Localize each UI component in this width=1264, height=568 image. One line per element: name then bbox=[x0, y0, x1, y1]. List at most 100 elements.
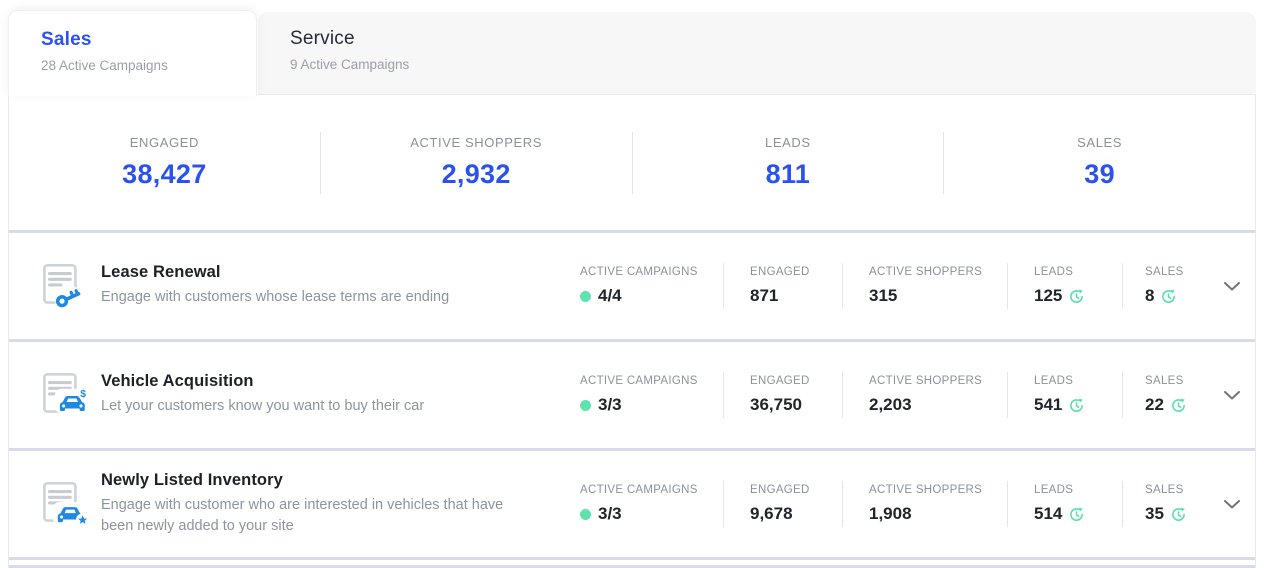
metric-divider bbox=[1122, 372, 1123, 418]
campaign-info: Lease Renewal Engage with customers whos… bbox=[101, 263, 533, 308]
metric-label: LEADS bbox=[1034, 266, 1074, 278]
update-icon bbox=[1070, 507, 1084, 521]
stat-divider bbox=[319, 131, 321, 194]
stat-divider bbox=[631, 131, 633, 194]
metric-label: ENGAGED bbox=[750, 266, 810, 278]
stat-leads-value: 811 bbox=[765, 159, 811, 189]
tab-sales[interactable]: Sales 28 Active Campaigns bbox=[8, 10, 257, 96]
section-separator bbox=[9, 230, 1255, 233]
metric-active-campaigns: ACTIVE CAMPAIGNS 4/4 bbox=[580, 266, 723, 306]
metric-divider bbox=[842, 481, 843, 527]
tab-service[interactable]: Service 9 Active Campaigns bbox=[258, 12, 1256, 95]
update-icon bbox=[1172, 507, 1185, 521]
metric-label: ENGAGED bbox=[750, 484, 810, 496]
update-icon bbox=[1070, 289, 1084, 303]
metric-value: 3/3 bbox=[598, 395, 622, 414]
metric-leads: LEADS 541 bbox=[1008, 375, 1122, 415]
metric-label: ACTIVE CAMPAIGNS bbox=[580, 375, 698, 387]
metric-label: ACTIVE SHOPPERS bbox=[869, 484, 983, 496]
metric-divider bbox=[842, 263, 843, 309]
metric-divider bbox=[723, 481, 724, 527]
row-separator bbox=[9, 448, 1255, 451]
metric-label: ACTIVE SHOPPERS bbox=[869, 266, 983, 278]
metric-sales: SALES 35 bbox=[1123, 484, 1209, 524]
active-status-dot bbox=[580, 508, 591, 520]
expand-chevron-icon[interactable] bbox=[1209, 499, 1255, 509]
metric-label: SALES bbox=[1145, 484, 1184, 496]
metric-leads: LEADS 514 bbox=[1008, 484, 1122, 524]
metric-active-shoppers: ACTIVE SHOPPERS 1,908 bbox=[843, 484, 1007, 524]
metric-divider bbox=[1007, 372, 1008, 418]
metric-value: 8 bbox=[1145, 286, 1155, 305]
tab-sales-label: Sales bbox=[41, 29, 92, 50]
metric-label: SALES bbox=[1145, 375, 1184, 387]
metric-active-campaigns: ACTIVE CAMPAIGNS 3/3 bbox=[580, 484, 723, 524]
metric-active-shoppers: ACTIVE SHOPPERS 315 bbox=[843, 266, 1007, 306]
svg-text:$: $ bbox=[80, 389, 86, 400]
campaign-info: Vehicle Acquisition Let your customers k… bbox=[101, 372, 533, 417]
metric-value: 871 bbox=[750, 286, 779, 305]
stat-sales: SALES 39 bbox=[944, 135, 1255, 190]
active-status-dot bbox=[580, 399, 591, 411]
stat-leads-label: LEADS bbox=[765, 135, 811, 150]
metric-divider bbox=[723, 372, 724, 418]
metric-value: 315 bbox=[869, 286, 898, 305]
campaign-metrics: ACTIVE CAMPAIGNS 3/3 ENGAGED 36,750 ACTI… bbox=[580, 372, 1209, 418]
stat-engaged: ENGAGED 38,427 bbox=[9, 135, 320, 190]
campaign-type-tabbar: Service 9 Active Campaigns Sales 28 Acti… bbox=[0, 0, 1264, 96]
metric-value: 1,908 bbox=[869, 504, 912, 523]
campaign-description: Let your customers know you want to buy … bbox=[101, 398, 425, 415]
metric-engaged: ENGAGED 871 bbox=[724, 266, 842, 306]
metric-value: 541 bbox=[1034, 395, 1063, 414]
metric-label: LEADS bbox=[1034, 484, 1074, 496]
campaign-row-lease-renewal[interactable]: Lease Renewal Engage with customers whos… bbox=[9, 233, 1255, 339]
metric-engaged: ENGAGED 9,678 bbox=[724, 484, 842, 524]
expand-chevron-icon[interactable] bbox=[1209, 281, 1255, 291]
metric-label: ENGAGED bbox=[750, 375, 810, 387]
metric-value: 4/4 bbox=[598, 286, 622, 305]
expand-chevron-icon[interactable] bbox=[1209, 390, 1255, 400]
stat-engaged-label: ENGAGED bbox=[129, 135, 199, 150]
metric-sales: SALES 8 bbox=[1123, 266, 1209, 306]
campaign-title: Newly Listed Inventory bbox=[101, 470, 283, 489]
stat-divider bbox=[943, 131, 945, 194]
campaign-title: Lease Renewal bbox=[101, 263, 221, 282]
metric-label: ACTIVE CAMPAIGNS bbox=[580, 484, 698, 496]
stat-active-shoppers-label: ACTIVE SHOPPERS bbox=[410, 135, 543, 150]
next-row-partial bbox=[9, 560, 1255, 565]
update-icon bbox=[1162, 289, 1176, 303]
tab-service-sublabel: 9 Active Campaigns bbox=[290, 57, 410, 72]
metric-sales: SALES 22 bbox=[1123, 375, 1209, 415]
metric-value: 125 bbox=[1034, 286, 1063, 305]
stat-active-shoppers-value: 2,932 bbox=[441, 159, 511, 189]
metric-value: 9,678 bbox=[750, 504, 793, 523]
metric-divider bbox=[1007, 263, 1008, 309]
stat-sales-label: SALES bbox=[1077, 135, 1123, 150]
stat-leads: LEADS 811 bbox=[633, 135, 944, 190]
metric-divider bbox=[1007, 481, 1008, 527]
metric-value: 2,203 bbox=[869, 395, 912, 414]
metric-label: ACTIVE SHOPPERS bbox=[869, 375, 983, 387]
campaign-description: Engage with customers whose lease terms … bbox=[101, 289, 450, 306]
stat-sales-value: 39 bbox=[1084, 159, 1115, 189]
campaign-row-vehicle-acquisition[interactable]: $ Vehicle Acquisition Let your customers… bbox=[9, 342, 1255, 448]
metric-value: 514 bbox=[1034, 504, 1063, 523]
metric-active-shoppers: ACTIVE SHOPPERS 2,203 bbox=[843, 375, 1007, 415]
campaign-row-newly-listed-inventory[interactable]: Newly Listed Inventory Engage with custo… bbox=[9, 451, 1255, 557]
stat-active-shoppers: ACTIVE SHOPPERS 2,932 bbox=[321, 135, 632, 190]
tab-service-label: Service bbox=[290, 28, 355, 49]
sales-panel: ENGAGED 38,427 ACTIVE SHOPPERS 2,932 LEA… bbox=[8, 95, 1256, 568]
metric-value: 35 bbox=[1145, 504, 1164, 523]
active-status-dot bbox=[580, 290, 591, 302]
document-key-icon bbox=[34, 257, 92, 315]
document-car-star-icon bbox=[34, 475, 92, 533]
metric-divider bbox=[1122, 263, 1123, 309]
update-icon bbox=[1070, 398, 1084, 412]
campaign-metrics: ACTIVE CAMPAIGNS 4/4 ENGAGED 871 ACTIVE … bbox=[580, 263, 1209, 309]
metric-label: SALES bbox=[1145, 266, 1184, 278]
metric-value: 3/3 bbox=[598, 504, 622, 523]
campaign-description: Engage with customer who are interested … bbox=[101, 496, 504, 534]
update-icon bbox=[1172, 398, 1185, 412]
metric-value: 22 bbox=[1145, 395, 1164, 414]
row-separator bbox=[9, 339, 1255, 342]
